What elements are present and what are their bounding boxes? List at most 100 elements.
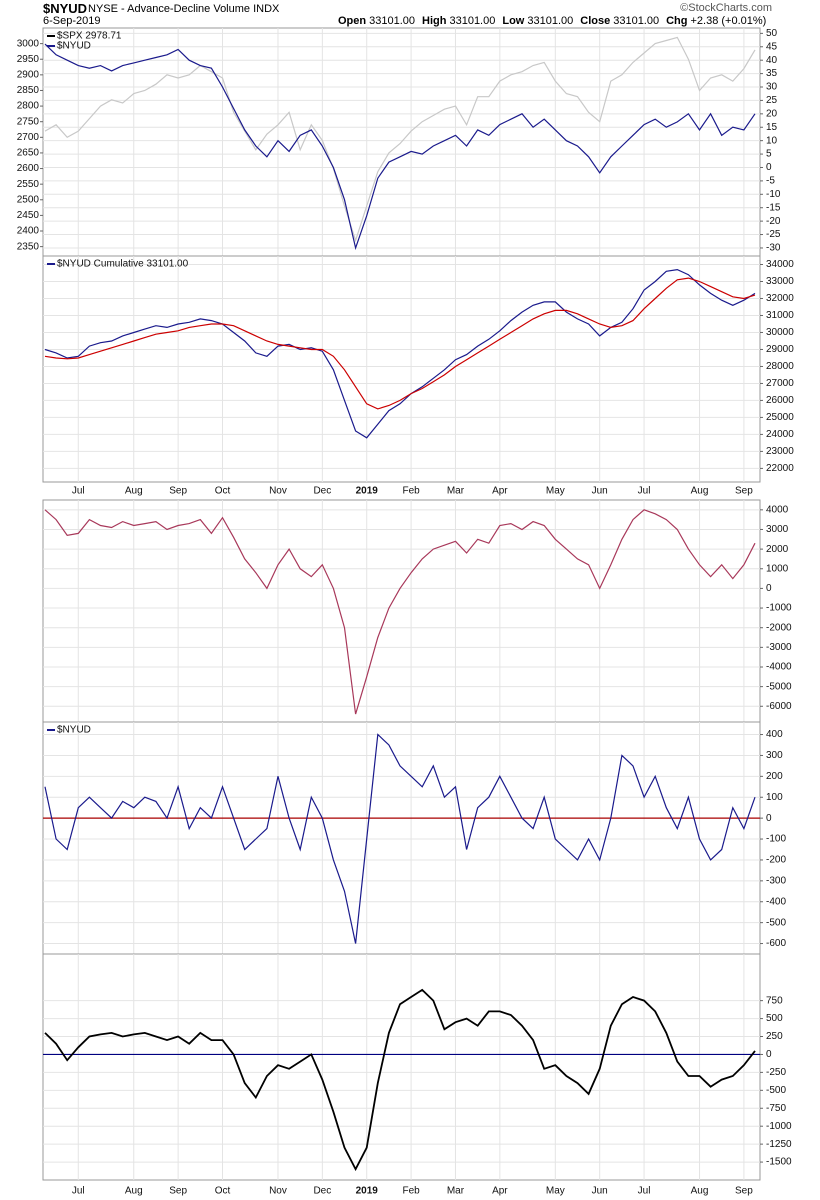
source: ©StockCharts.com (680, 2, 772, 14)
y-tick-label: 33000 (766, 276, 794, 287)
x-tick-label: Jul (72, 486, 85, 497)
quote: Open 33101.00 High 33101.00 Low 33101.00 Close… (338, 15, 766, 27)
x-tick-label: Feb (402, 1186, 420, 1197)
y2-tick-label: 2400 (17, 226, 40, 237)
x-tick-label: Aug (691, 1186, 709, 1197)
x-tick-label: Jul (72, 1186, 85, 1197)
x-tick-label: Sep (169, 1186, 187, 1197)
y-tick-label: -4000 (766, 662, 792, 673)
legend-label: $NYUD Cumulative 33101.00 (57, 259, 189, 270)
y-tick-label: 40 (766, 55, 778, 66)
y-tick-label: -750 (766, 1103, 786, 1114)
y-tick-label: 28000 (766, 361, 794, 372)
y-tick-label: -600 (766, 938, 786, 949)
x-tick-label: Mar (447, 1186, 465, 1197)
y-tick-label: 5 (766, 149, 772, 160)
y2-tick-label: 2500 (17, 194, 40, 205)
y-tick-label: -20 (766, 216, 781, 227)
y-tick-label: 500 (766, 1013, 783, 1024)
y2-tick-label: 2350 (17, 241, 40, 252)
legend-label: $NYUD (57, 725, 91, 736)
y-tick-label: 750 (766, 995, 783, 1006)
quote-item: Close 33101.00 (580, 15, 659, 27)
x-tick-label: Dec (313, 1186, 331, 1197)
quote-label: Open (338, 15, 367, 27)
y-tick-label: 0 (766, 162, 772, 173)
quote-label: Chg (666, 15, 688, 27)
y-tick-label: 3000 (766, 524, 789, 535)
x-tick-label: Aug (125, 486, 143, 497)
y-tick-label: 15 (766, 122, 778, 133)
y-tick-label: -500 (766, 917, 786, 928)
x-tick-label: 2019 (356, 1186, 379, 1197)
legend-label: $SPX 2978.71 (57, 31, 122, 42)
x-tick-label: Nov (269, 1186, 287, 1197)
y-tick-label: -6000 (766, 701, 792, 712)
y-tick-label: -200 (766, 855, 786, 866)
y-tick-label: -250 (766, 1067, 786, 1078)
series-line (44, 988, 756, 1172)
quote-item: Chg +2.38 (+0.01%) (666, 15, 766, 27)
y-tick-label: 27000 (766, 378, 794, 389)
y-tick-label: -1000 (766, 1121, 792, 1132)
series-line (44, 268, 756, 439)
y-tick-label: -3000 (766, 642, 792, 653)
y-tick-label: -400 (766, 896, 786, 907)
header: $NYUD NYSE - Advance-Decline Volume INDX… (0, 0, 820, 28)
series-line (44, 733, 756, 944)
y-tick-label: 23000 (766, 446, 794, 457)
y-tick-label: 0 (766, 1049, 772, 1060)
series-line (44, 43, 756, 251)
y-tick-label: 34000 (766, 259, 794, 270)
y-tick-label: 1000 (766, 563, 789, 574)
y-tick-label: 30 (766, 82, 778, 93)
y-tick-label: 25000 (766, 412, 794, 423)
y-tick-label: -1500 (766, 1157, 792, 1168)
series-line (44, 509, 756, 715)
quote-item: Low 33101.00 (502, 15, 573, 27)
date: 6-Sep-2019 (43, 15, 101, 27)
y-tick-label: -500 (766, 1085, 786, 1096)
y-tick-label: 2000 (766, 544, 789, 555)
y2-tick-label: 2450 (17, 210, 40, 221)
x-tick-label: Feb (402, 486, 420, 497)
quote-item: High 33101.00 (422, 15, 495, 27)
y-tick-label: 0 (766, 813, 772, 824)
y2-tick-label: 2700 (17, 132, 40, 143)
quote-value: 33101.00 (449, 15, 496, 27)
quote-value: 33101.00 (527, 15, 574, 27)
symbol-name: NYSE - Advance-Decline Volume INDX (88, 3, 280, 15)
y-tick-label: 30000 (766, 327, 794, 338)
x-tick-label: Nov (269, 486, 287, 497)
y-tick-label: -1000 (766, 603, 792, 614)
y-tick-label: -10 (766, 189, 781, 200)
y2-tick-label: 2750 (17, 116, 40, 127)
x-tick-label: Jun (592, 486, 608, 497)
quote-label: Close (580, 15, 611, 27)
y2-tick-label: 2850 (17, 85, 40, 96)
y2-tick-label: 3000 (17, 38, 40, 49)
y-tick-label: 300 (766, 750, 783, 761)
y-tick-label: 0 (766, 583, 772, 594)
y-tick-label: -30 (766, 243, 781, 254)
y2-tick-label: 2600 (17, 163, 40, 174)
y-tick-label: 22000 (766, 463, 794, 474)
y-tick-label: -15 (766, 202, 781, 213)
y-tick-label: -100 (766, 834, 786, 845)
y-tick-label: -300 (766, 875, 786, 886)
y-tick-label: -1250 (766, 1139, 792, 1150)
y2-tick-label: 2650 (17, 148, 40, 159)
y2-tick-label: 2950 (17, 54, 40, 65)
x-tick-label: Aug (125, 1186, 143, 1197)
panel-frame (42, 953, 761, 1181)
x-tick-label: Sep (169, 486, 187, 497)
quote-value: 33101.00 (613, 15, 660, 27)
y-tick-label: 25 (766, 95, 778, 106)
panel-frame (42, 721, 761, 955)
y-tick-label: 35 (766, 68, 778, 79)
quote-label: Low (502, 15, 525, 27)
legend-label: $NYUD (57, 41, 91, 52)
x-tick-label: Jul (638, 486, 651, 497)
y-tick-label: 26000 (766, 395, 794, 406)
